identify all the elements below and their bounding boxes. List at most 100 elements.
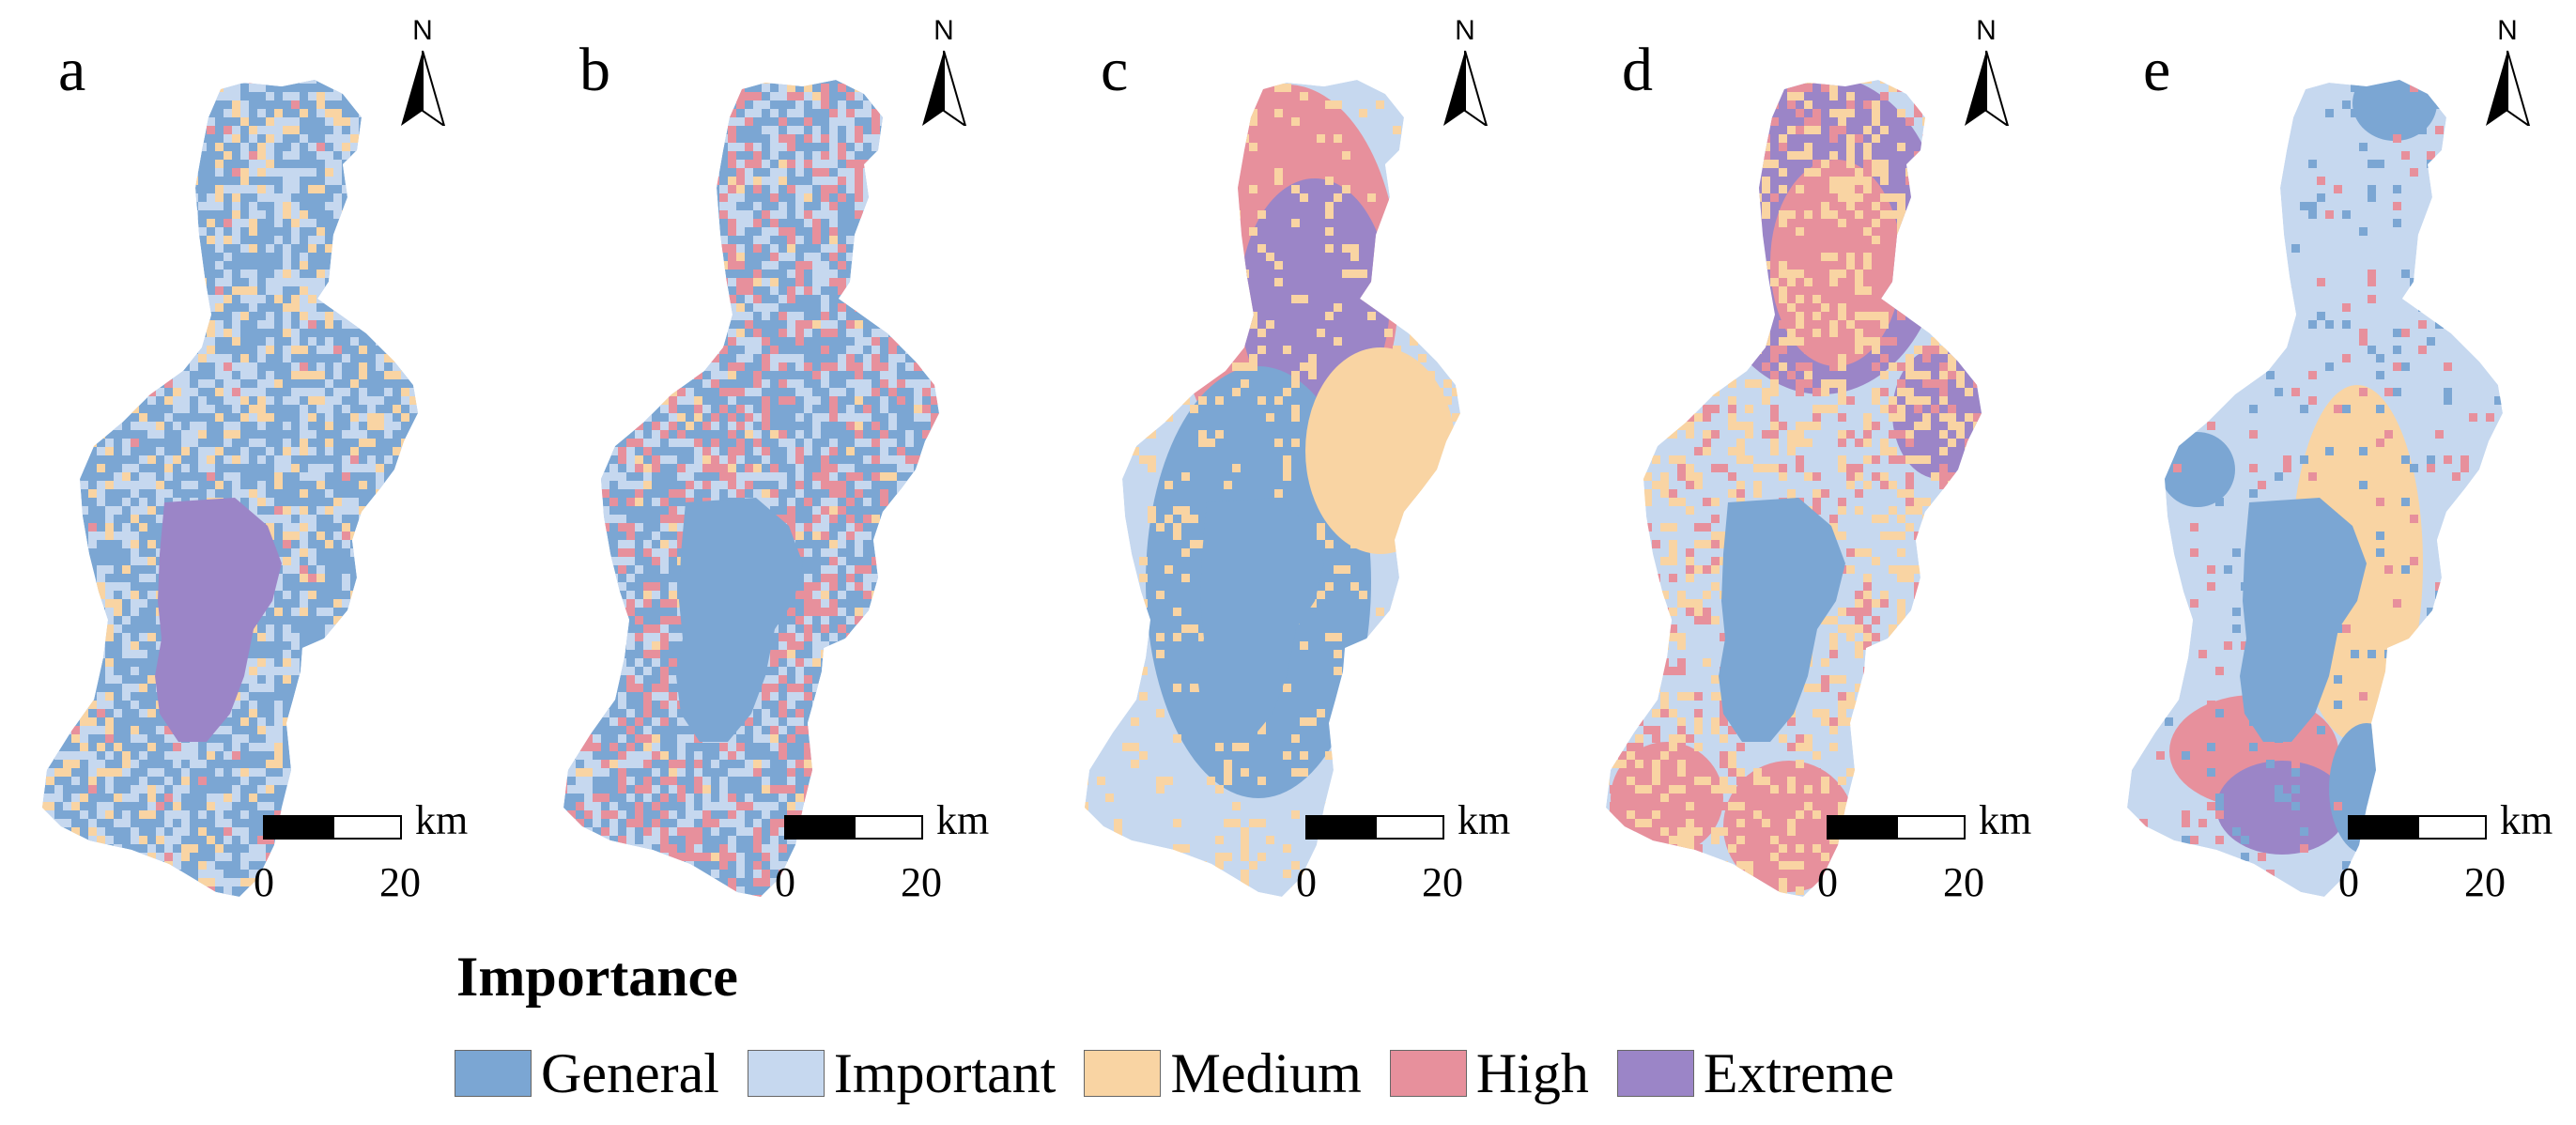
importance-cell xyxy=(779,819,787,827)
importance-cell xyxy=(787,270,795,278)
importance-cell xyxy=(359,464,367,472)
importance-cell xyxy=(291,608,300,616)
importance-cell xyxy=(401,498,409,506)
importance-cell xyxy=(939,185,948,193)
importance-cell xyxy=(131,827,139,836)
importance-cell xyxy=(939,532,948,540)
importance-cell xyxy=(576,160,584,168)
importance-cell xyxy=(283,439,291,447)
importance-cell xyxy=(54,117,63,126)
importance-cell xyxy=(855,532,863,540)
importance-cell xyxy=(1410,177,1418,185)
importance-cell xyxy=(905,675,914,684)
importance-cell xyxy=(215,286,224,295)
importance-cell xyxy=(855,143,863,151)
importance-cell xyxy=(821,413,829,422)
importance-cell xyxy=(931,684,939,692)
importance-cell xyxy=(584,523,593,532)
importance-cell xyxy=(702,185,711,193)
importance-cell xyxy=(156,236,164,244)
importance-cell xyxy=(694,836,702,844)
importance-cell xyxy=(249,489,257,498)
importance-cell xyxy=(745,430,753,439)
importance-cell xyxy=(181,244,190,253)
importance-cell xyxy=(105,717,114,726)
importance-cell xyxy=(567,202,576,210)
importance-cell xyxy=(812,100,821,109)
importance-cell xyxy=(618,143,626,151)
importance-cell xyxy=(283,464,291,472)
importance-cell xyxy=(114,379,122,388)
importance-cell xyxy=(105,320,114,329)
importance-cell xyxy=(291,794,300,802)
importance-cell xyxy=(173,126,181,134)
importance-cell xyxy=(563,515,567,523)
importance-cell xyxy=(779,472,787,481)
importance-cell xyxy=(601,472,609,481)
importance-cell xyxy=(584,886,593,895)
importance-cell xyxy=(122,117,131,126)
importance-cell xyxy=(609,810,618,819)
importance-cell xyxy=(342,134,350,143)
importance-cell xyxy=(804,92,812,100)
importance-cell xyxy=(1274,439,1283,447)
importance-cell xyxy=(762,362,770,371)
importance-cell xyxy=(274,117,283,126)
importance-cell xyxy=(880,523,888,532)
importance-cell xyxy=(359,658,367,667)
importance-cell xyxy=(626,726,635,734)
importance-cell xyxy=(376,337,384,346)
importance-cell xyxy=(308,523,316,532)
importance-cell xyxy=(359,701,367,709)
importance-cell xyxy=(593,210,601,219)
importance-cell xyxy=(635,633,643,641)
importance-cell xyxy=(1181,185,1190,193)
importance-cell xyxy=(1427,312,1435,320)
importance-cell xyxy=(325,675,333,684)
importance-cell xyxy=(42,633,46,641)
importance-cell xyxy=(643,447,652,455)
importance-cell xyxy=(888,658,897,667)
importance-cell xyxy=(1274,84,1283,92)
importance-cell xyxy=(257,836,266,844)
importance-cell xyxy=(139,278,147,286)
importance-cell xyxy=(593,794,601,802)
importance-cell xyxy=(660,168,669,177)
importance-cell xyxy=(601,692,609,701)
importance-cell xyxy=(652,870,660,878)
importance-cell xyxy=(660,320,669,329)
importance-cell xyxy=(1317,481,1325,489)
importance-cell xyxy=(880,312,888,320)
importance-cell xyxy=(266,286,274,295)
importance-cell xyxy=(931,633,939,641)
importance-cell xyxy=(274,270,283,278)
importance-cell xyxy=(838,244,846,253)
importance-cell xyxy=(215,261,224,270)
importance-cell xyxy=(922,777,931,785)
scale-bar-black-segment xyxy=(263,815,332,840)
importance-cell xyxy=(409,253,418,261)
importance-cell xyxy=(863,388,872,396)
importance-cell xyxy=(1131,329,1139,337)
importance-cell xyxy=(105,810,114,819)
importance-cell xyxy=(71,878,80,886)
importance-cell xyxy=(863,692,872,701)
importance-cell xyxy=(914,320,922,329)
importance-cell xyxy=(880,692,888,701)
importance-cell xyxy=(905,143,914,151)
importance-cell xyxy=(215,143,224,151)
importance-cell xyxy=(393,253,401,261)
importance-cell xyxy=(618,151,626,160)
importance-cell xyxy=(745,464,753,472)
importance-cell xyxy=(164,109,173,117)
importance-cell xyxy=(660,565,669,574)
importance-cell xyxy=(342,616,350,624)
importance-cell xyxy=(787,836,795,844)
importance-cell xyxy=(291,751,300,760)
importance-cell xyxy=(401,447,409,455)
importance-cell xyxy=(838,312,846,320)
importance-cell xyxy=(838,193,846,202)
importance-cell xyxy=(914,168,922,177)
importance-cell xyxy=(618,396,626,405)
importance-cell xyxy=(257,633,266,641)
